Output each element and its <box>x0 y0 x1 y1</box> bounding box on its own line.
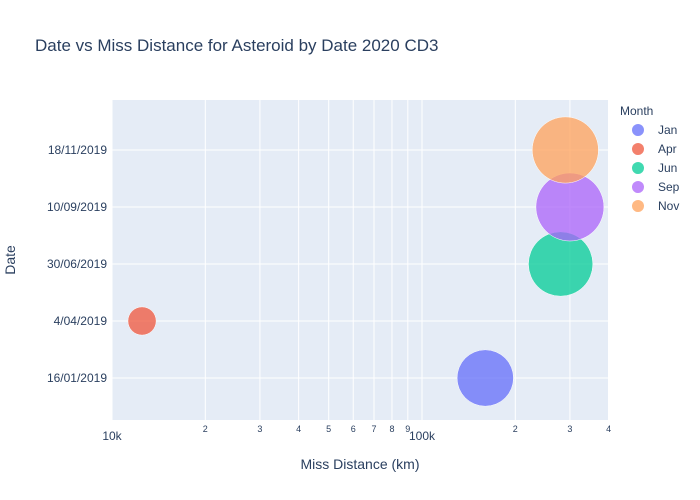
legend-items: Jan Apr Jun Sep Nov <box>632 123 680 213</box>
x-minor-tick-label: 2 <box>513 424 518 434</box>
x-tick-label: 10k <box>102 429 122 443</box>
data-points <box>127 116 605 407</box>
legend-label: Jun <box>658 161 677 175</box>
data-point-apr[interactable] <box>127 306 157 336</box>
x-minor-tick-label: 3 <box>567 424 572 434</box>
legend-item-apr[interactable]: Apr <box>632 142 677 156</box>
x-axis-ticks: 10k 100k 2 3 4 5 6 7 8 9 2 3 4 <box>102 424 611 443</box>
y-axis-ticks: 16/01/2019 4/04/2019 30/06/2019 10/09/2019 1… <box>47 143 107 385</box>
legend-marker <box>632 181 644 193</box>
y-tick-label: 30/06/2019 <box>47 257 107 271</box>
y-tick-label: 18/11/2019 <box>48 143 107 157</box>
y-tick-label: 16/01/2019 <box>47 371 107 385</box>
legend-title: Month <box>620 104 653 118</box>
legend-marker <box>632 200 644 212</box>
legend-label: Sep <box>658 180 680 194</box>
grid-lines <box>111 100 610 420</box>
x-minor-tick-label: 6 <box>351 424 356 434</box>
x-minor-tick-label: 8 <box>389 424 394 434</box>
plot-background <box>112 100 608 420</box>
legend-item-nov[interactable]: Nov <box>632 199 679 213</box>
data-point-nov[interactable] <box>531 116 599 184</box>
x-axis-title: Miss Distance (km) <box>300 456 419 472</box>
legend-item-jun[interactable]: Jun <box>632 161 677 175</box>
x-minor-tick-label: 2 <box>203 424 208 434</box>
legend-label: Jan <box>658 123 677 137</box>
legend-marker <box>632 124 644 136</box>
legend-label: Nov <box>658 199 679 213</box>
legend-item-sep[interactable]: Sep <box>632 180 680 194</box>
y-axis-title: Date <box>2 245 18 275</box>
chart-title: Date vs Miss Distance for Asteroid by Da… <box>35 36 438 55</box>
y-tick-label: 4/04/2019 <box>54 314 108 328</box>
x-minor-tick-label: 7 <box>371 424 376 434</box>
data-point-sep[interactable] <box>535 172 605 242</box>
legend-item-jan[interactable]: Jan <box>632 123 677 137</box>
legend-label: Apr <box>658 142 677 156</box>
x-minor-tick-label: 3 <box>257 424 262 434</box>
y-tick-label: 10/09/2019 <box>47 200 107 214</box>
data-point-jan[interactable] <box>456 349 514 407</box>
legend: Month Jan Apr Jun Sep Nov <box>620 104 680 213</box>
x-tick-label: 100k <box>409 429 436 443</box>
x-minor-tick-label: 9 <box>405 424 410 434</box>
legend-marker <box>632 162 644 174</box>
x-minor-tick-label: 4 <box>606 424 611 434</box>
legend-marker <box>632 143 644 155</box>
data-point-jun[interactable] <box>528 231 594 297</box>
x-minor-tick-label: 4 <box>296 424 301 434</box>
x-minor-tick-label: 5 <box>326 424 331 434</box>
